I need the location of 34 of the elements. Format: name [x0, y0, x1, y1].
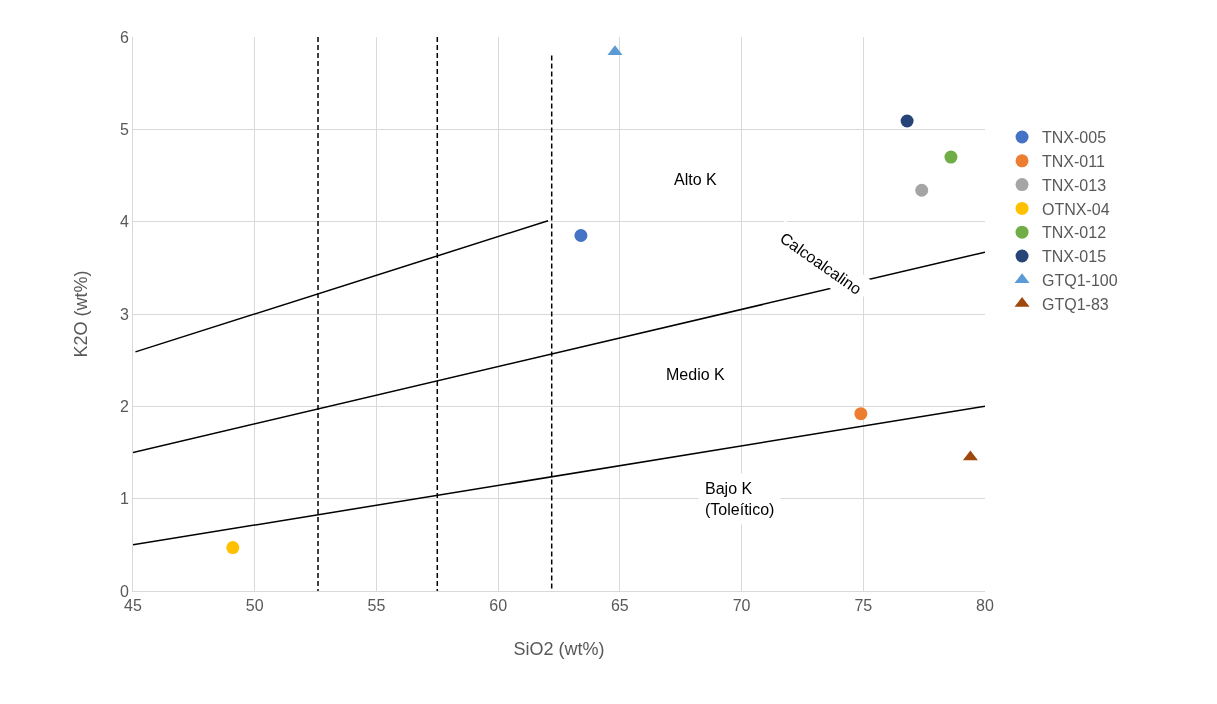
y-tick-label: 1 [119, 490, 129, 508]
annotation: Alto K [674, 171, 718, 188]
legend-label: TNX-012 [1042, 224, 1107, 242]
x-tick-label: 60 [489, 597, 508, 615]
point [854, 407, 868, 421]
y-axis-title: K2O (wt%) [71, 270, 91, 358]
annotation: Bajo K (Toleítico) [705, 480, 775, 518]
legend-label: TNX-013 [1042, 176, 1107, 194]
point [915, 183, 929, 197]
x-tick-label: 65 [610, 597, 629, 615]
y-tick-label: 0 [119, 582, 129, 600]
point [226, 541, 240, 555]
legend-label: TNX-015 [1042, 248, 1107, 266]
point [944, 150, 958, 164]
annotation: Medio K [666, 366, 726, 383]
legend-label: TNX-005 [1042, 129, 1107, 147]
x-tick-label: 75 [854, 597, 873, 615]
y-tick-label: 2 [119, 397, 129, 415]
y-tick-label: 3 [119, 305, 129, 323]
point [900, 114, 914, 128]
y-tick-label: 4 [119, 213, 129, 231]
x-tick-label: 45 [124, 597, 142, 615]
legend-label: OTNX-04 [1042, 200, 1110, 218]
x-tick-label: 55 [367, 597, 386, 615]
x-tick-label: 70 [732, 597, 751, 615]
legend-label: GTQ1-100 [1042, 272, 1118, 290]
legend-label: GTQ1-83 [1042, 295, 1109, 313]
legend-label: TNX-011 [1042, 153, 1105, 171]
x-tick-label: 80 [976, 597, 994, 615]
y-tick-label: 5 [119, 120, 129, 138]
x-axis-title: SiO2 (wt%) [513, 639, 605, 659]
y-tick-label: 6 [119, 28, 129, 46]
point [574, 229, 588, 243]
x-tick-label: 50 [245, 597, 264, 615]
